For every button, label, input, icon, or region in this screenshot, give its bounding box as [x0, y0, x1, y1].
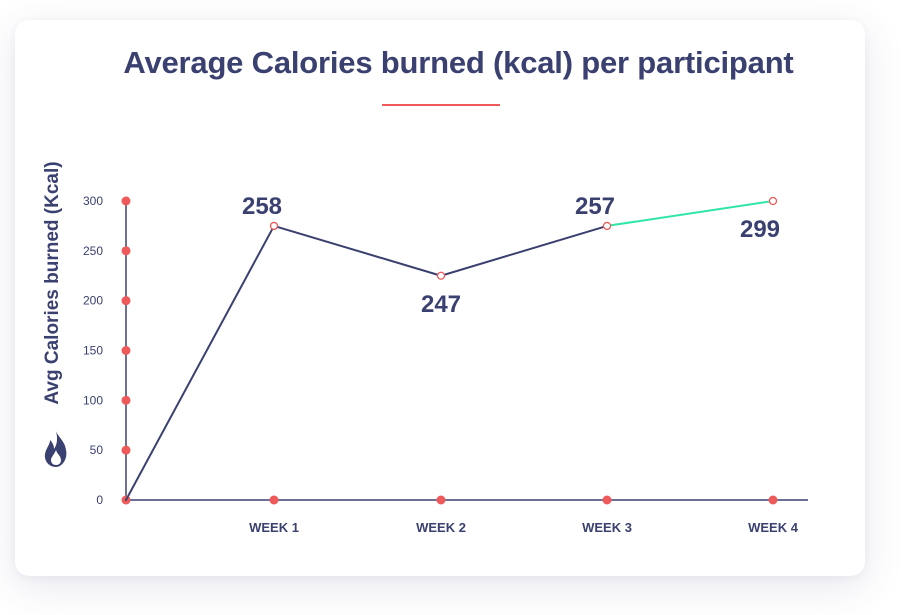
y-tick-dot	[121, 196, 131, 206]
chart-card	[15, 20, 865, 576]
x-tick-dot	[768, 495, 778, 505]
x-tick-label: WEEK 2	[416, 520, 466, 535]
data-point	[436, 271, 446, 280]
x-tick-dot	[602, 495, 612, 505]
y-tick-dot	[121, 246, 131, 256]
data-label: 258	[242, 193, 282, 220]
x-tick-label: WEEK 3	[582, 520, 632, 535]
y-tick-dot	[121, 445, 131, 455]
data-label: 299	[740, 216, 780, 243]
series-line-segment	[125, 224, 275, 501]
y-tick-label: 200	[83, 294, 103, 308]
y-tick-dot	[121, 296, 131, 306]
series-line-segment	[273, 224, 442, 277]
y-tick-label: 150	[83, 344, 103, 358]
title-underline	[382, 104, 500, 106]
y-tick-label: 100	[83, 393, 103, 407]
flame-icon	[44, 431, 67, 467]
y-tick-dot	[121, 346, 131, 355]
highlight-series-segment	[606, 200, 774, 227]
series-line-segment	[440, 224, 608, 277]
data-point	[269, 221, 279, 231]
y-tick-label: 50	[90, 443, 104, 457]
x-tick-label: WEEK 1	[249, 520, 299, 535]
data-point	[602, 221, 612, 231]
chart-title: Average Calories burned (kcal) per parti…	[123, 45, 794, 80]
x-tick-dot	[436, 495, 446, 505]
data-label: 257	[575, 193, 615, 220]
y-tick-label: 250	[83, 244, 103, 258]
data-label: 247	[421, 291, 461, 318]
y-tick-label: 300	[83, 194, 103, 208]
y-tick-dot	[121, 395, 131, 405]
x-tick-label: WEEK 4	[748, 520, 799, 535]
data-point	[768, 196, 778, 206]
y-tick-label: 0	[96, 493, 103, 507]
x-tick-dot	[269, 495, 279, 505]
